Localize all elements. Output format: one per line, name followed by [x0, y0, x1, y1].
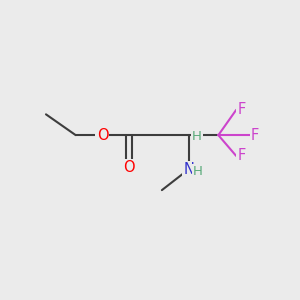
Text: H: H — [193, 165, 203, 178]
Text: F: F — [237, 102, 246, 117]
Text: F: F — [251, 128, 259, 142]
Text: H: H — [192, 130, 202, 143]
Text: O: O — [97, 128, 108, 142]
Text: O: O — [123, 160, 135, 175]
Text: N: N — [183, 162, 194, 177]
Text: F: F — [237, 148, 246, 164]
